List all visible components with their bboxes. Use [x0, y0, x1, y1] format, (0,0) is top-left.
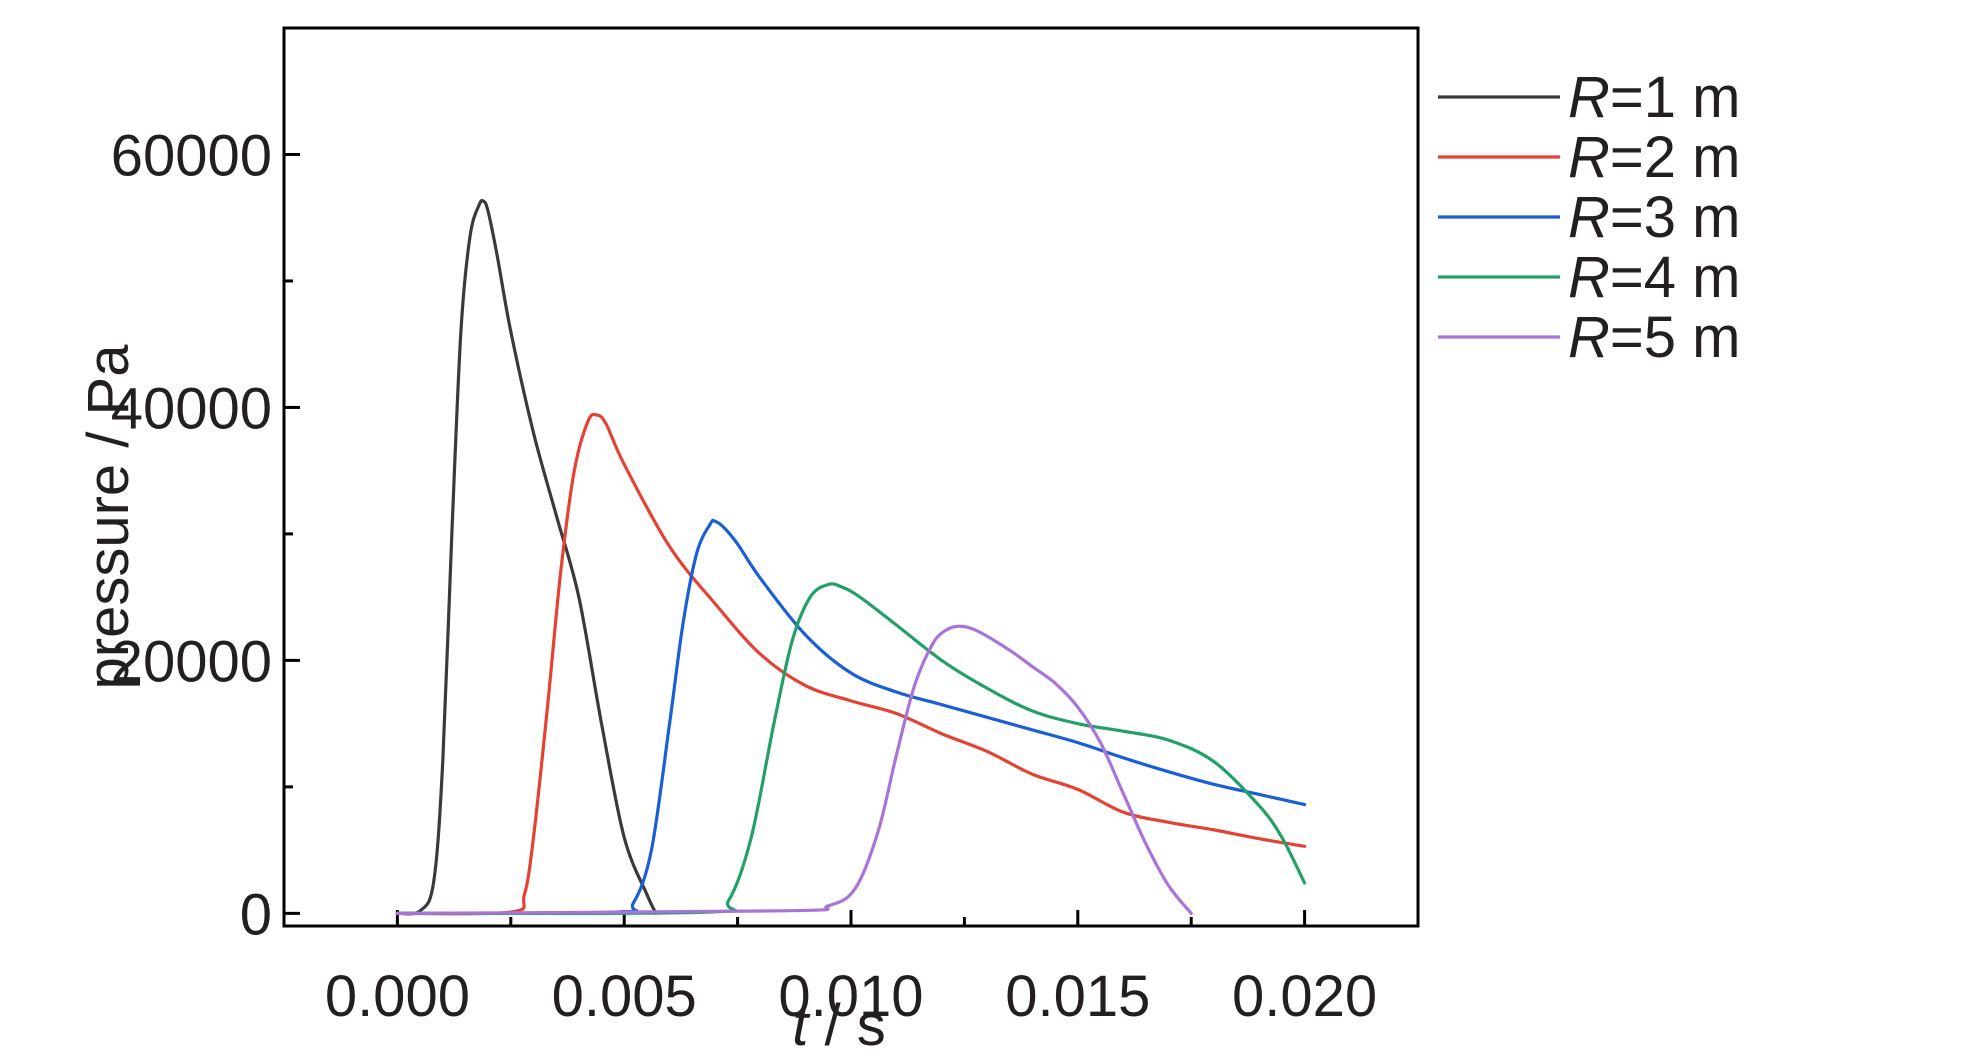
y-tick-label: 20000 [111, 629, 272, 694]
legend-label-variable: R [1568, 125, 1610, 190]
legend-label-variable: R [1568, 245, 1610, 310]
series-layer [395, 198, 1307, 916]
x-axis-label: t / s [792, 993, 885, 1058]
x-axis-label-variable: t [792, 993, 811, 1058]
legend-label-value: =3 m [1610, 185, 1741, 250]
legend-label-value: =5 m [1610, 305, 1741, 370]
y-axis-label: pressure / Pa [76, 344, 141, 690]
series-line-3 [395, 518, 1307, 915]
x-axis: 0.000 0.005 0.010 0.015 0.020 [325, 910, 1377, 1029]
series-line-5 [395, 624, 1193, 915]
legend-label-value: =1 m [1610, 65, 1741, 130]
x-tick-label: 0.000 [325, 964, 470, 1029]
legend-label-value: =2 m [1610, 125, 1741, 190]
legend-label-1: R=1 m [1568, 65, 1740, 130]
x-tick-label: 0.015 [1005, 964, 1150, 1029]
x-tick-label: 0.020 [1232, 964, 1377, 1029]
series-line-4 [395, 582, 1307, 916]
legend-label-variable: R [1568, 185, 1610, 250]
legend-label-5: R=5 m [1568, 305, 1740, 370]
legend-label-value: =4 m [1610, 245, 1741, 310]
y-tick-label: 60000 [111, 123, 272, 188]
x-tick-label: 0.010 [778, 964, 923, 1029]
y-tick-label: 0 [240, 882, 272, 947]
y-tick-label: 40000 [111, 376, 272, 441]
legend-label-2: R=2 m [1568, 125, 1740, 190]
series-line-1 [395, 198, 658, 916]
legend: R=1 mR=2 mR=3 mR=4 mR=5 m [1438, 65, 1740, 370]
legend-label-3: R=3 m [1568, 185, 1740, 250]
y-axis: 0 20000 40000 60000 [111, 123, 300, 947]
legend-label-variable: R [1568, 65, 1610, 130]
series-line-2 [395, 412, 1307, 916]
x-axis-label-unit: / s [808, 993, 885, 1058]
legend-label-variable: R [1568, 305, 1610, 370]
legend-label-4: R=4 m [1568, 245, 1740, 310]
x-tick-label: 0.005 [552, 964, 697, 1029]
